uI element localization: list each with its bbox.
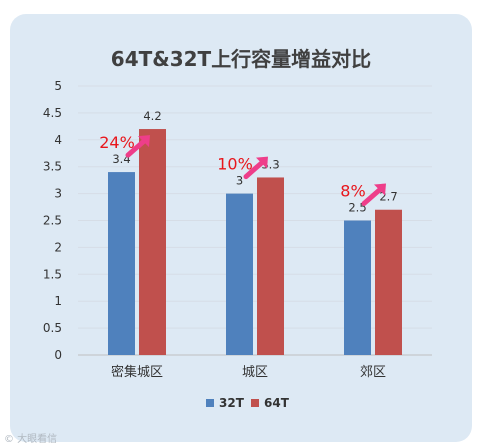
bar-32T-1 [226,193,253,355]
y-tick-label: 1 [54,294,62,308]
bar-64T-1 [257,177,284,355]
legend-swatch [206,399,214,407]
y-tick-label: 0 [54,348,62,362]
y-tick-label: 4 [54,133,62,147]
chart-title: 64T&32T上行容量增益对比 [110,47,372,71]
gain-arrow-icon [243,156,268,180]
x-tick-label: 密集城区 [111,364,163,380]
y-tick-label: 3.5 [43,160,62,174]
gain-arrow-icon [125,135,150,158]
bar-32T-0 [108,172,135,355]
y-tick-label: 2.5 [43,214,62,228]
y-tick-label: 3 [54,187,62,201]
y-tick-label: 0.5 [43,321,62,335]
gain-annotation: 8% [340,182,365,201]
data-label: 4.2 [143,109,161,123]
gain-annotation: 10% [217,155,253,174]
y-tick-label: 4.5 [43,106,62,120]
legend-label: 32T [219,396,245,410]
legend-label: 64T [264,396,290,410]
x-tick-label: 郊区 [360,364,386,380]
x-tick-label: 城区 [242,365,268,380]
legend-swatch [251,399,259,407]
bar-64T-2 [375,209,402,355]
watermark: © 大眼看信 [4,434,58,445]
bar-32T-2 [344,220,371,355]
data-label: 3 [236,174,243,188]
gain-annotation: 24% [99,133,135,152]
gain-arrow-icon [361,183,386,206]
y-tick-label: 5 [54,79,62,93]
bar-64T-0 [139,129,166,355]
y-tick-label: 1.5 [43,267,62,281]
y-tick-label: 2 [54,240,62,254]
